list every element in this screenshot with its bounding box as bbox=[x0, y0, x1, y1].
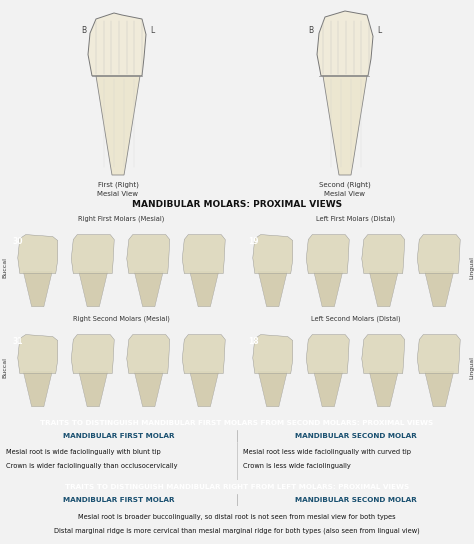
Text: TRAITS TO DISTINGUISH MANDIBULAR RIGHT FROM LEFT MOLARS: PROXIMAL VIEWS: TRAITS TO DISTINGUISH MANDIBULAR RIGHT F… bbox=[65, 484, 409, 490]
Polygon shape bbox=[306, 234, 349, 274]
Polygon shape bbox=[314, 372, 343, 407]
Polygon shape bbox=[362, 234, 405, 274]
Polygon shape bbox=[96, 76, 140, 175]
Text: L: L bbox=[377, 26, 381, 35]
Polygon shape bbox=[23, 372, 52, 407]
Text: Buccal: Buccal bbox=[2, 257, 8, 279]
Text: Crown is less wide faciolingually: Crown is less wide faciolingually bbox=[243, 463, 351, 469]
Text: MANDIBULAR MOLARS: PROXIMAL VIEWS: MANDIBULAR MOLARS: PROXIMAL VIEWS bbox=[132, 200, 342, 209]
Text: 19: 19 bbox=[248, 237, 258, 246]
Text: TRAITS TO DISTINGUISH MANDIBULAR FIRST MOLARS FROM SECOND MOLARS: PROXIMAL VIEWS: TRAITS TO DISTINGUISH MANDIBULAR FIRST M… bbox=[40, 420, 434, 426]
Text: B: B bbox=[309, 26, 314, 35]
Polygon shape bbox=[253, 234, 293, 274]
Text: Right Second Molars (Mesial): Right Second Molars (Mesial) bbox=[73, 316, 169, 322]
Text: Mesial root less wide faciolingually with curved tip: Mesial root less wide faciolingually wit… bbox=[243, 449, 411, 455]
Text: 18: 18 bbox=[248, 337, 259, 346]
Text: MANDIBULAR SECOND MOLAR: MANDIBULAR SECOND MOLAR bbox=[295, 433, 416, 439]
Polygon shape bbox=[18, 234, 58, 274]
Text: Mesial root is broader buccolingually, so distal root is not seen from mesial vi: Mesial root is broader buccolingually, s… bbox=[78, 514, 396, 520]
Text: 31: 31 bbox=[13, 337, 24, 346]
Polygon shape bbox=[134, 271, 163, 307]
Text: Second (Right)
Mesial View: Second (Right) Mesial View bbox=[319, 182, 371, 196]
Polygon shape bbox=[369, 372, 398, 407]
Text: Buccal: Buccal bbox=[2, 357, 8, 379]
Polygon shape bbox=[323, 76, 367, 175]
Text: Lingual: Lingual bbox=[470, 257, 474, 280]
Text: Lingual: Lingual bbox=[470, 356, 474, 379]
Polygon shape bbox=[190, 372, 219, 407]
Text: Distal marginal ridge is more cervical than mesial marginal ridge for both types: Distal marginal ridge is more cervical t… bbox=[54, 528, 420, 534]
Text: 30: 30 bbox=[13, 237, 24, 246]
Polygon shape bbox=[127, 234, 170, 274]
Polygon shape bbox=[306, 335, 349, 374]
Polygon shape bbox=[23, 271, 52, 307]
Polygon shape bbox=[425, 372, 454, 407]
Polygon shape bbox=[425, 271, 454, 307]
Text: MANDIBULAR FIRST MOLAR: MANDIBULAR FIRST MOLAR bbox=[63, 433, 174, 439]
Polygon shape bbox=[417, 234, 460, 274]
Polygon shape bbox=[182, 335, 225, 374]
Text: Crown is wider faciolingually than occlusocervically: Crown is wider faciolingually than occlu… bbox=[6, 463, 177, 469]
Text: Mesial root is wide faciolingually with blunt tip: Mesial root is wide faciolingually with … bbox=[6, 449, 161, 455]
Polygon shape bbox=[417, 335, 460, 374]
Polygon shape bbox=[127, 335, 170, 374]
Text: Left Second Molars (Distal): Left Second Molars (Distal) bbox=[311, 316, 401, 322]
Polygon shape bbox=[253, 335, 293, 374]
Text: First (Right)
Mesial View: First (Right) Mesial View bbox=[98, 182, 138, 196]
Polygon shape bbox=[79, 372, 108, 407]
Polygon shape bbox=[314, 271, 343, 307]
Text: MANDIBULAR SECOND MOLAR: MANDIBULAR SECOND MOLAR bbox=[295, 497, 416, 503]
Polygon shape bbox=[88, 13, 146, 76]
Text: MANDIBULAR FIRST MOLAR: MANDIBULAR FIRST MOLAR bbox=[63, 497, 174, 503]
Polygon shape bbox=[362, 335, 405, 374]
Polygon shape bbox=[79, 271, 108, 307]
Polygon shape bbox=[71, 335, 114, 374]
Polygon shape bbox=[369, 271, 398, 307]
Polygon shape bbox=[134, 372, 163, 407]
Polygon shape bbox=[190, 271, 219, 307]
Polygon shape bbox=[258, 271, 287, 307]
Polygon shape bbox=[317, 11, 373, 76]
Text: B: B bbox=[82, 26, 87, 35]
Text: Left First Molars (Distal): Left First Molars (Distal) bbox=[317, 215, 396, 222]
Polygon shape bbox=[18, 335, 58, 374]
Polygon shape bbox=[182, 234, 225, 274]
Text: L: L bbox=[150, 26, 154, 35]
Text: Right First Molars (Mesial): Right First Molars (Mesial) bbox=[78, 215, 164, 222]
Polygon shape bbox=[258, 372, 287, 407]
Polygon shape bbox=[71, 234, 114, 274]
